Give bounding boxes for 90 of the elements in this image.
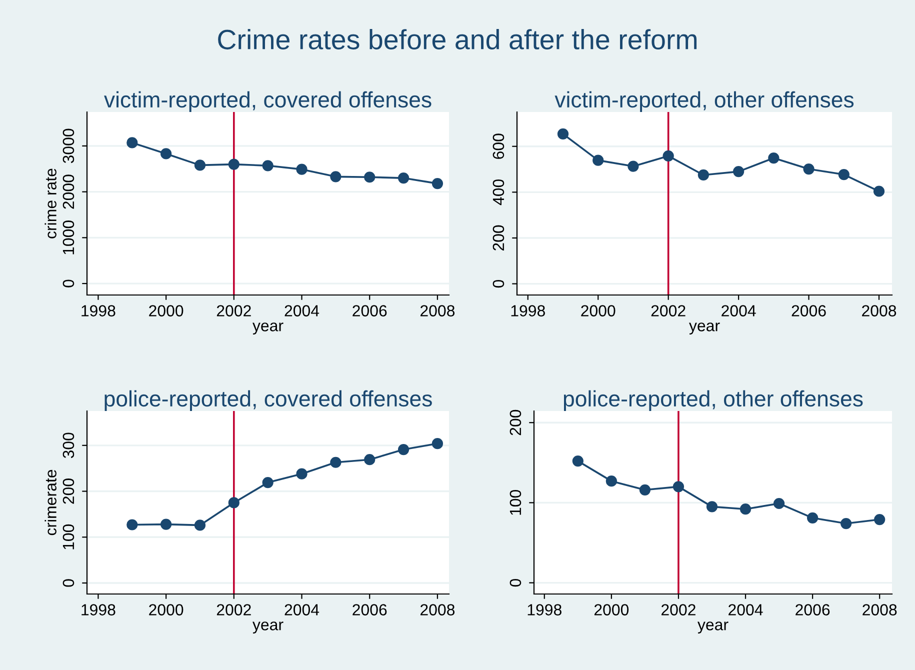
y-tick-label: 0 — [510, 578, 522, 587]
x-tick-label: 2002 — [216, 604, 251, 616]
point — [262, 160, 274, 172]
y-tick-label: 600 — [492, 134, 504, 159]
point — [330, 171, 342, 182]
y-axis-title: crimerate — [44, 470, 56, 536]
x-tick-label: 2002 — [662, 604, 696, 616]
chart-title: victim-reported, covered offenses — [104, 91, 432, 112]
point — [160, 148, 172, 160]
x-tick-label: 2006 — [352, 305, 387, 316]
point — [160, 518, 172, 530]
point — [733, 166, 744, 178]
point — [398, 172, 410, 184]
point — [838, 168, 850, 180]
x-tick-label: 2004 — [722, 305, 756, 316]
x-tick-label: 2000 — [581, 305, 616, 316]
point — [672, 481, 684, 492]
point — [194, 520, 206, 531]
x-tick-label: 1998 — [511, 305, 545, 316]
x-tick-label: 2006 — [352, 604, 387, 616]
point — [330, 456, 342, 468]
point — [740, 504, 752, 515]
point — [228, 497, 240, 508]
y-tick-label: 0 — [62, 579, 74, 587]
point — [706, 501, 718, 512]
point — [773, 498, 785, 510]
y-tick-label: 300 — [62, 432, 74, 458]
y-tick-label: 3000 — [62, 128, 74, 164]
point — [807, 512, 818, 524]
y-tick-label: 1000 — [62, 220, 74, 254]
x-tick-label: 1998 — [82, 604, 116, 616]
x-tick-label: 2000 — [149, 305, 184, 316]
point — [432, 438, 444, 450]
y-axis-title: crime rate — [44, 168, 56, 238]
y-tick-label: 100 — [510, 490, 522, 515]
x-tick-label: 2000 — [594, 604, 629, 616]
point — [194, 160, 206, 171]
y-tick-label: 0 — [492, 280, 504, 288]
point — [432, 178, 444, 190]
point — [803, 163, 814, 175]
x-axis-title: year — [252, 322, 284, 334]
point — [606, 476, 617, 487]
y-tick-label: 400 — [492, 179, 504, 206]
point — [262, 476, 274, 488]
x-axis-title: year — [252, 622, 284, 634]
text: Crime rates before and after the reform — [218, 29, 697, 50]
point — [572, 456, 584, 467]
point — [768, 152, 780, 164]
chart-title: police-reported, other offenses — [564, 390, 863, 411]
point — [592, 154, 604, 166]
x-tick-label: 2006 — [792, 305, 826, 316]
point — [364, 172, 376, 183]
point — [873, 186, 885, 197]
y-tick-label: 200 — [492, 225, 504, 250]
y-tick-label: 2000 — [62, 174, 74, 209]
x-axis-title: year — [698, 622, 728, 634]
x-tick-label: 2008 — [420, 604, 455, 616]
point — [557, 128, 569, 140]
y-tick-label: 0 — [62, 280, 74, 288]
x-axis-title: year — [689, 322, 720, 334]
point — [698, 169, 710, 181]
y-tick-label: 200 — [62, 478, 74, 504]
point — [364, 454, 376, 466]
x-tick-label: 1998 — [528, 604, 562, 616]
x-tick-label: 2006 — [796, 604, 830, 616]
y-tick-label: 100 — [62, 524, 74, 550]
y-tick-label: 200 — [510, 410, 522, 436]
x-tick-label: 2004 — [728, 604, 763, 616]
point — [296, 164, 308, 175]
point — [228, 158, 240, 170]
point — [296, 468, 308, 480]
x-tick-label: 2004 — [284, 305, 320, 316]
x-tick-label: 2002 — [651, 305, 686, 316]
point — [662, 150, 674, 162]
point — [126, 137, 138, 148]
point — [628, 160, 639, 172]
x-tick-label: 2008 — [420, 305, 455, 316]
point — [398, 444, 410, 456]
x-tick-label: 2008 — [862, 604, 897, 616]
x-tick-label: 2008 — [862, 305, 896, 316]
point — [639, 484, 651, 496]
chart-title: police-reported, covered offenses — [104, 390, 432, 411]
x-tick-label: 2004 — [284, 604, 320, 616]
point — [840, 518, 852, 530]
chart-title: victim-reported, other offenses — [554, 91, 854, 112]
x-tick-label: 1998 — [82, 305, 116, 316]
point — [126, 519, 138, 530]
x-tick-label: 2002 — [216, 305, 251, 316]
point — [874, 514, 886, 526]
x-tick-label: 2000 — [149, 604, 184, 616]
